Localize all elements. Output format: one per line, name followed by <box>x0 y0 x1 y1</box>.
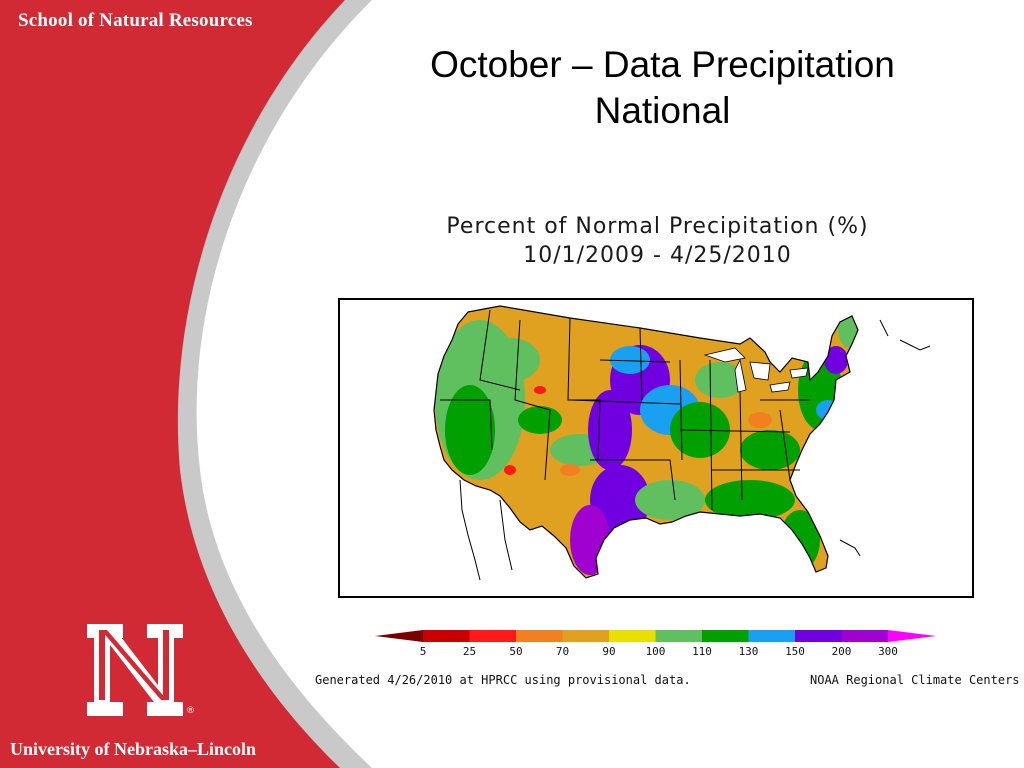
legend-swatch <box>795 630 842 642</box>
legend-label: 300 <box>878 645 898 658</box>
nebraska-n-logo <box>87 624 183 716</box>
university-name: University of Nebraska–Lincoln <box>10 739 257 759</box>
map-title: Percent of Normal Precipitation (%) 10/1… <box>400 212 915 270</box>
registered-mark: ® <box>186 706 195 716</box>
red-sidebar <box>0 0 345 768</box>
legend-swatch <box>423 630 470 642</box>
us-map <box>340 300 972 596</box>
coastline-features <box>459 319 931 581</box>
legend-swatch-below <box>375 630 423 642</box>
legend-swatch <box>841 630 888 642</box>
legend-swatch-above <box>888 630 936 642</box>
legend-label: 25 <box>463 645 476 658</box>
map-title-line1: Percent of Normal Precipitation (%) <box>446 214 869 239</box>
great-lakes <box>703 347 809 393</box>
legend-label: 100 <box>646 645 666 658</box>
slide-title: October – Data Precipitation National <box>395 42 930 134</box>
legend-label: 50 <box>509 645 522 658</box>
state-boundaries <box>433 305 859 579</box>
map-title-line2: 10/1/2009 - 4/25/2010 <box>523 243 792 268</box>
legend-swatch <box>562 630 609 642</box>
precipitation-map <box>338 298 974 598</box>
legend-label: 200 <box>832 645 852 658</box>
legend-label: 5 <box>420 645 427 658</box>
legend-swatch <box>702 630 749 642</box>
legend-swatch <box>469 630 516 642</box>
legend-label: 150 <box>785 645 805 658</box>
legend-swatch <box>516 630 563 642</box>
legend-swatch <box>609 630 656 642</box>
legend-swatch <box>748 630 795 642</box>
legend-label: 90 <box>602 645 615 658</box>
legend-label: 110 <box>692 645 712 658</box>
precipitation-legend: 5 25 50 70 90 100 110 130 150 200 300 <box>375 630 936 658</box>
school-name: School of Natural Resources <box>18 10 253 31</box>
legend-label: 130 <box>739 645 759 658</box>
slide-title-line2: National <box>594 90 731 131</box>
slide-title-line1: October – Data Precipitation <box>430 44 895 85</box>
generated-note: Generated 4/26/2010 at HPRCC using provi… <box>315 673 691 687</box>
legend-label: 70 <box>556 645 569 658</box>
noaa-credit: NOAA Regional Climate Centers <box>810 673 1020 687</box>
legend-swatch <box>655 630 702 642</box>
